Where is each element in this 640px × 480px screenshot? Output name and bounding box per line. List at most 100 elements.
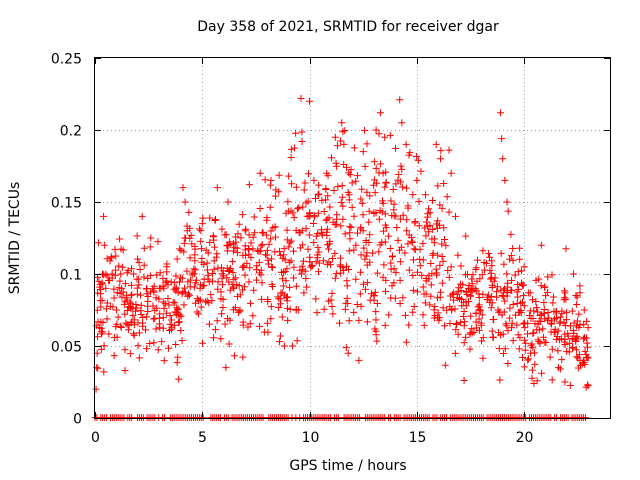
data-point bbox=[452, 212, 459, 220]
data-point bbox=[299, 203, 307, 211]
data-point bbox=[266, 203, 274, 211]
data-point bbox=[397, 162, 405, 170]
data-point bbox=[103, 305, 111, 313]
data-point bbox=[268, 280, 276, 288]
data-point bbox=[160, 304, 168, 312]
x-tick-label: 5 bbox=[198, 430, 207, 446]
data-point bbox=[294, 205, 302, 213]
data-point bbox=[561, 289, 569, 297]
data-point bbox=[460, 339, 468, 347]
data-point bbox=[346, 222, 354, 230]
data-point bbox=[173, 304, 181, 312]
data-point bbox=[328, 154, 336, 162]
data-point bbox=[536, 311, 544, 319]
axis-ticks bbox=[95, 58, 610, 419]
data-point bbox=[176, 245, 184, 253]
data-point bbox=[204, 266, 212, 274]
data-point bbox=[150, 282, 158, 290]
data-point bbox=[509, 257, 517, 265]
data-point bbox=[372, 316, 380, 324]
data-point bbox=[309, 220, 317, 228]
data-point bbox=[503, 283, 511, 291]
data-point bbox=[353, 300, 361, 308]
data-point bbox=[146, 243, 154, 251]
data-point bbox=[416, 245, 424, 253]
data-point bbox=[409, 256, 417, 264]
data-point bbox=[366, 296, 374, 304]
data-point bbox=[303, 283, 311, 291]
data-point bbox=[576, 289, 584, 297]
data-point bbox=[211, 217, 219, 225]
data-point bbox=[110, 334, 118, 342]
data-point bbox=[503, 198, 511, 206]
data-point bbox=[101, 241, 109, 249]
data-point bbox=[362, 285, 370, 293]
data-point bbox=[292, 282, 300, 290]
data-point bbox=[402, 338, 410, 346]
data-point bbox=[306, 253, 314, 261]
data-point bbox=[544, 273, 552, 281]
data-point bbox=[576, 282, 584, 290]
data-point bbox=[276, 338, 284, 346]
data-point bbox=[552, 307, 560, 315]
data-point bbox=[521, 346, 529, 354]
data-point bbox=[218, 225, 226, 233]
data-point bbox=[121, 280, 129, 288]
data-point bbox=[475, 326, 483, 334]
data-point bbox=[103, 315, 111, 323]
data-point bbox=[467, 312, 475, 320]
data-point bbox=[195, 297, 203, 305]
data-point bbox=[477, 337, 485, 345]
data-point bbox=[475, 306, 483, 314]
data-point bbox=[445, 146, 453, 154]
data-point bbox=[306, 97, 314, 105]
data-point bbox=[339, 215, 347, 223]
data-point bbox=[387, 259, 395, 267]
data-point bbox=[537, 282, 545, 290]
data-point bbox=[325, 297, 333, 305]
data-point bbox=[435, 316, 443, 324]
data-point bbox=[143, 313, 151, 321]
data-point bbox=[226, 238, 234, 246]
data-point bbox=[169, 298, 177, 306]
data-point bbox=[272, 192, 280, 200]
data-point bbox=[561, 335, 569, 343]
data-point bbox=[138, 212, 146, 220]
data-point bbox=[94, 239, 102, 247]
data-point bbox=[397, 178, 405, 186]
data-point bbox=[568, 307, 576, 315]
data-point bbox=[490, 315, 498, 323]
data-point bbox=[186, 254, 194, 262]
data-point bbox=[174, 353, 182, 361]
data-point bbox=[284, 198, 292, 206]
data-point bbox=[501, 176, 509, 184]
data-point bbox=[352, 177, 360, 185]
data-point bbox=[573, 353, 581, 361]
data-point bbox=[259, 229, 267, 237]
data-point bbox=[548, 376, 556, 384]
data-point bbox=[382, 276, 390, 284]
data-point bbox=[548, 320, 556, 328]
data-point bbox=[574, 364, 582, 372]
y-tick-label: 0.2 bbox=[60, 124, 82, 140]
data-point bbox=[155, 284, 163, 292]
data-point bbox=[381, 183, 389, 191]
data-point bbox=[363, 188, 371, 196]
data-point bbox=[341, 305, 349, 313]
data-point bbox=[214, 264, 222, 272]
data-point bbox=[284, 316, 292, 324]
data-point bbox=[421, 224, 429, 232]
data-point bbox=[491, 274, 499, 282]
data-point bbox=[535, 337, 543, 345]
data-point bbox=[436, 261, 444, 269]
y-tick-label: 0.15 bbox=[51, 196, 82, 212]
data-point bbox=[432, 220, 440, 228]
data-point bbox=[499, 350, 507, 358]
data-point bbox=[398, 183, 406, 191]
data-point bbox=[290, 214, 298, 222]
data-point bbox=[511, 311, 519, 319]
data-point bbox=[360, 244, 368, 252]
data-point bbox=[298, 128, 306, 136]
data-point bbox=[500, 308, 508, 316]
data-point bbox=[494, 329, 502, 337]
